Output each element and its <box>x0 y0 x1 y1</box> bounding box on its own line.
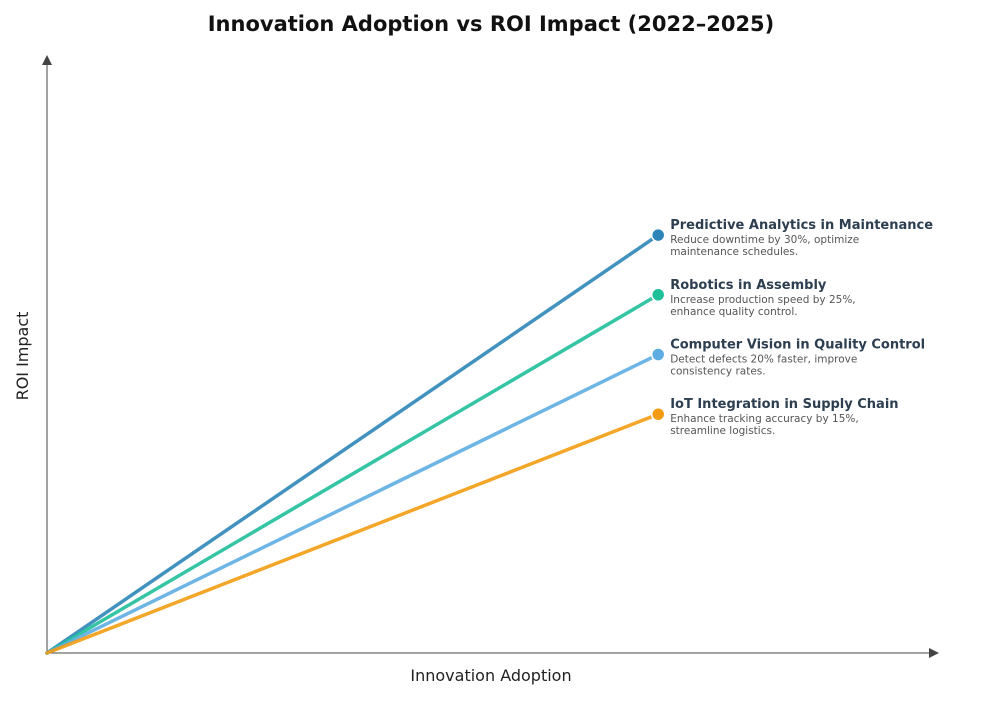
series-endpoint <box>650 347 666 362</box>
series-group: Predictive Analytics in MaintenanceReduc… <box>45 218 933 655</box>
series-line <box>45 412 660 655</box>
series-endpoint <box>650 406 666 422</box>
series-description: maintenance schedules. <box>670 246 798 258</box>
series-label: Robotics in Assembly <box>670 278 827 293</box>
chart-title: Innovation Adoption vs ROI Impact (2022–… <box>208 12 775 36</box>
series-endpoint <box>650 227 666 243</box>
series-label: Computer Vision in Quality Control <box>670 338 925 353</box>
series-description: Increase production speed by 25%, <box>670 294 855 306</box>
series-line <box>45 352 660 655</box>
series-description: Enhance tracking accuracy by 15%, <box>670 413 859 425</box>
series-label: Predictive Analytics in Maintenance <box>670 218 933 233</box>
series-layer: Predictive Analytics in MaintenanceReduc… <box>45 218 933 655</box>
x-axis-label: Innovation Adoption <box>410 666 571 685</box>
series-line <box>45 293 660 655</box>
series-group: Computer Vision in Quality ControlDetect… <box>45 338 925 655</box>
y-axis-label: ROI Impact <box>13 312 32 401</box>
series-description: Detect defects 20% faster, improve <box>670 354 857 366</box>
series-line <box>45 233 660 655</box>
series-description: Reduce downtime by 30%, optimize <box>670 234 859 246</box>
series-endpoint <box>650 287 666 303</box>
series-description: streamline logistics. <box>670 425 775 437</box>
series-description: consistency rates. <box>670 366 765 378</box>
series-label: IoT Integration in Supply Chain <box>670 397 898 412</box>
series-description: enhance quality control. <box>670 306 797 318</box>
